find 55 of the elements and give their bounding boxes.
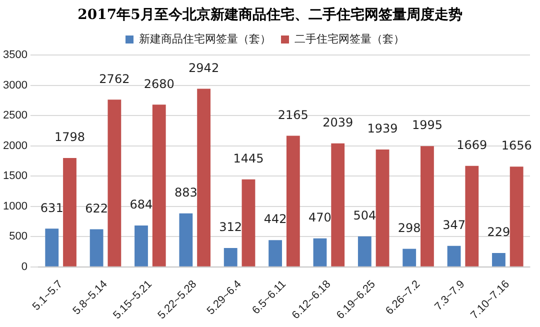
bar	[286, 136, 300, 266]
bar	[134, 225, 148, 266]
chart-title: 2017年5月至今北京新建商品住宅、二手住宅网签量周度走势	[76, 6, 464, 24]
bar	[179, 213, 193, 266]
legend-label: 新建商品住宅网签量（套）	[139, 32, 271, 46]
data-label: 883	[174, 186, 198, 200]
y-tick-label: 2000	[2, 140, 28, 152]
bar	[331, 143, 345, 266]
bar	[90, 229, 104, 266]
bar	[358, 236, 372, 266]
bar	[268, 240, 282, 266]
y-tick-label: 0	[21, 260, 28, 273]
bar	[108, 100, 122, 266]
data-label: 2680	[144, 76, 174, 91]
y-tick-label: 1500	[2, 170, 28, 182]
bar	[63, 158, 76, 266]
y-tick-label: 3000	[2, 79, 28, 92]
y-tick-label: 3500	[2, 49, 28, 62]
data-label: 2762	[99, 72, 130, 86]
data-label: 622	[85, 201, 108, 216]
data-label: 1995	[412, 118, 442, 132]
bar	[313, 238, 327, 266]
bar	[402, 248, 416, 266]
data-label: 2039	[322, 116, 354, 130]
bar	[465, 166, 479, 266]
data-label: 1669	[456, 138, 488, 152]
data-label: 2942	[188, 60, 220, 75]
y-tick-label: 1000	[2, 200, 28, 212]
bar	[197, 88, 211, 266]
bar	[45, 228, 59, 266]
data-label: 470	[308, 210, 332, 225]
data-label: 1939	[367, 122, 398, 136]
data-label: 229	[487, 225, 510, 240]
bar	[376, 149, 390, 266]
data-label: 1445	[233, 152, 264, 166]
y-tick-label: 2500	[2, 110, 28, 122]
data-label: 684	[130, 198, 153, 212]
data-label: 631	[40, 200, 64, 215]
data-label: 312	[219, 220, 242, 234]
data-label: 504	[353, 208, 376, 222]
data-label: 298	[398, 220, 421, 235]
data-label: 442	[264, 212, 287, 226]
bar	[492, 252, 506, 266]
data-label: 1656	[501, 138, 532, 153]
bar	[420, 146, 434, 266]
bar	[152, 104, 166, 266]
bar	[242, 179, 256, 266]
data-label: 2165	[278, 108, 308, 122]
data-label: 1798	[54, 130, 86, 144]
bar	[447, 246, 461, 266]
bar	[510, 166, 524, 266]
y-tick-label: 500	[9, 230, 28, 243]
legend-label: 二手住宅网签量（套）	[294, 32, 404, 46]
data-label: 347	[442, 218, 466, 232]
bar	[224, 248, 238, 266]
